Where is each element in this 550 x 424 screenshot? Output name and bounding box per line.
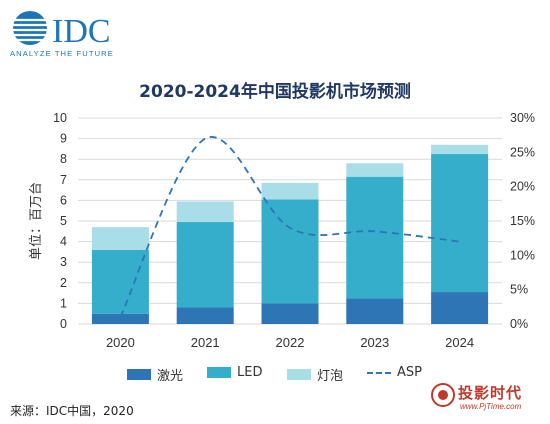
y2-tick-label: 10% — [510, 248, 535, 262]
y2-tick-label: 30% — [510, 111, 535, 125]
chart-title: 2020-2024年中国投影机市场预测 — [139, 82, 411, 102]
x-tick-label: 2024 — [445, 335, 474, 350]
watermark: 投影时代 www.PjTime.com — [430, 380, 550, 420]
legend-item-laser: 激光 — [127, 365, 183, 384]
y2-tick-label: 25% — [510, 145, 535, 159]
y-tick-label: 1 — [60, 296, 67, 310]
source-note: 来源：IDC中国，2020 — [10, 404, 134, 418]
y-tick-label: 9 — [60, 132, 67, 146]
bar-laser — [176, 307, 234, 324]
y-tick-label: 7 — [60, 173, 67, 187]
asp-line — [119, 136, 460, 318]
legend-item-lamp: 灯泡 — [287, 365, 343, 384]
x-tick-label: 2023 — [360, 335, 389, 350]
legend: 激光 LED 灯泡 ASP — [0, 365, 550, 385]
bar-laser — [91, 313, 149, 324]
legend-swatch-led — [207, 367, 231, 378]
legend-item-led: LED — [207, 365, 262, 380]
y-tick-label: 4 — [60, 235, 67, 249]
bar-lamp — [431, 144, 489, 155]
y-tick-label: 10 — [53, 111, 67, 125]
y-tick-label: 3 — [60, 255, 67, 269]
y2-tick-label: 5% — [510, 283, 528, 297]
logo-tagline: ANALYZE THE FUTURE — [10, 49, 114, 58]
legend-swatch-lamp — [287, 369, 311, 380]
bar-laser — [261, 303, 319, 324]
bar-led — [261, 199, 319, 304]
y-tick-label: 0 — [60, 317, 67, 331]
idc-logo: IDC ANALYZE THE FUTURE — [10, 11, 114, 58]
x-tick-label: 2021 — [191, 335, 220, 350]
bar-led — [431, 154, 489, 293]
bar-led — [346, 176, 404, 299]
legend-label-led: LED — [237, 365, 263, 380]
x-tick-label: 2020 — [106, 335, 135, 350]
bar-lamp — [176, 201, 234, 223]
globe-icon — [13, 11, 47, 45]
logo-brand: IDC — [52, 13, 111, 50]
y-tick-label: 5 — [60, 214, 67, 228]
bar-led — [176, 222, 234, 308]
y-tick-label: 6 — [60, 193, 67, 207]
legend-label-asp: ASP — [397, 365, 422, 380]
legend-label-lamp: 灯泡 — [317, 369, 344, 384]
legend-swatch-laser — [127, 369, 151, 380]
y-axis-label: 单位：百万台 — [29, 182, 44, 260]
legend-swatch-asp — [367, 371, 391, 374]
projector-logo-icon — [431, 383, 455, 407]
y-tick-label: 2 — [60, 276, 67, 290]
legend-item-asp: ASP — [367, 365, 422, 380]
bar-lamp — [346, 163, 404, 177]
y-tick-label: 8 — [60, 152, 67, 166]
watermark-url: www.PjTime.com — [460, 402, 522, 411]
bar-lamp — [261, 182, 319, 200]
bar-led — [91, 249, 149, 314]
bar-laser — [346, 298, 404, 324]
x-tick-label: 2022 — [276, 335, 305, 350]
y2-tick-label: 20% — [510, 180, 535, 194]
watermark-text: 投影时代 — [458, 384, 523, 402]
bar-lamp — [91, 227, 149, 250]
legend-label-laser: 激光 — [157, 369, 184, 384]
y2-tick-label: 0% — [510, 317, 528, 331]
y2-tick-label: 15% — [510, 214, 535, 228]
bar-laser — [431, 292, 489, 324]
